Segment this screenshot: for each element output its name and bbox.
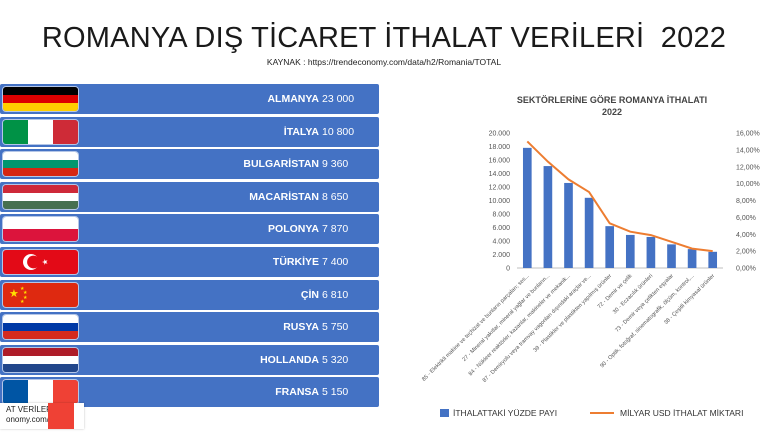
country-row: ★ ★ ★ ★ ★ ÇİN 6 810 <box>0 279 379 310</box>
turkey-flag-icon <box>3 250 78 274</box>
sector-import-chart: SEKTÖRLERİNE GÖRE ROMANYA İTHALATI 2022 0 2… <box>390 85 768 430</box>
netherlands-flag-icon <box>3 347 78 372</box>
y-right-tick-label: 10,00% <box>736 181 760 188</box>
country-name: İTALYA <box>283 125 319 138</box>
legend-bar-swatch <box>440 409 449 417</box>
legend-line-label: MİLYAR USD İTHALAT MİKTARI <box>620 408 743 418</box>
bar <box>625 234 635 268</box>
y-left-tick-label: 16.000 <box>489 158 511 165</box>
y-right-tick-label: 14,00% <box>736 147 760 154</box>
y-right-tick-label: 6,00% <box>736 215 756 222</box>
bar <box>522 147 532 268</box>
x-tick-label: 39 - Plastikler ve plastikten yapılmış ü… <box>533 273 614 354</box>
country-name: RUSYA <box>283 321 319 334</box>
y-left-tick-label: 4.000 <box>492 239 510 246</box>
country-row: FRANSA 5 150 <box>0 377 379 408</box>
chart-title: SEKTÖRLERİNE GÖRE ROMANYA İTHALATI <box>517 95 707 105</box>
y-right-tick-label: 2,00% <box>736 249 756 256</box>
country-row: BULGARİSTAN 9 360 <box>0 149 379 180</box>
bar <box>667 244 676 268</box>
france-flag-icon <box>3 380 78 405</box>
svg-text:★: ★ <box>9 287 19 300</box>
country-value: 9 360 <box>322 158 349 171</box>
poland-flag-icon <box>3 217 78 242</box>
country-value: 7 400 <box>322 256 349 268</box>
y-right-tick-label: 0,00% <box>736 266 756 273</box>
bar <box>687 249 697 268</box>
country-name: BULGARİSTAN <box>243 158 319 171</box>
overlay-text-line2: onomy.com/ <box>6 415 49 424</box>
bar <box>605 226 615 268</box>
germany-flag-icon <box>3 87 78 111</box>
bar <box>708 251 718 268</box>
country-value: 23 000 <box>322 93 355 105</box>
country-name: FRANSA <box>275 386 319 399</box>
country-row: TÜRKİYE 7 400 <box>0 247 379 277</box>
x-tick-label: 30 - Eczacılık ürünleri <box>612 273 654 315</box>
country-name: ÇİN <box>300 288 319 301</box>
china-flag-icon: ★ ★ ★ ★ ★ <box>3 282 78 307</box>
y-left-tick-label: 6.000 <box>492 225 510 232</box>
page-title: ROMANYA DIŞ TİCARET İTHALAT VERİLERİ 202… <box>41 22 727 54</box>
country-row: POLONYA 7 870 <box>0 214 379 245</box>
bar <box>646 236 656 268</box>
y-left-tick-label: 10.000 <box>489 198 511 205</box>
country-row: RUSYA 5 750 <box>0 312 379 343</box>
country-row: ALMANYA 23 000 <box>0 84 379 114</box>
italy-flag-icon <box>3 119 78 144</box>
country-value: 7 870 <box>322 223 349 236</box>
country-value: 5 150 <box>322 386 349 399</box>
country-name: ALMANYA <box>267 93 319 105</box>
country-value: 8 650 <box>322 190 349 203</box>
x-tick-label: 90 - Optik, fotoğraf, sinematografik, öl… <box>599 273 695 369</box>
y-left-tick-label: 14.000 <box>489 171 511 178</box>
y-left-tick-label: 0 <box>506 266 510 273</box>
bar <box>564 182 573 268</box>
y-left-tick-label: 2.000 <box>492 252 510 259</box>
country-name: POLONYA <box>268 223 319 236</box>
y-left-tick-label: 20.000 <box>489 131 511 138</box>
country-name: MACARİSTAN <box>249 190 319 203</box>
country-value: 6 810 <box>322 288 349 301</box>
country-name: TÜRKİYE <box>272 256 319 268</box>
chart-title: 2022 <box>602 107 622 117</box>
hungary-flag-icon <box>3 184 78 209</box>
svg-text:★: ★ <box>20 299 25 305</box>
source-caption: KAYNAK : https://trendeconomy.com/data/h… <box>266 57 502 67</box>
overlay-flag-icon <box>48 403 74 429</box>
country-row: MACARİSTAN 8 650 <box>0 181 379 212</box>
y-right-tick-label: 4,00% <box>736 232 756 239</box>
svg-text:★: ★ <box>23 290 28 296</box>
country-name: HOLLANDA <box>260 353 319 366</box>
russia-flag-icon <box>3 315 78 340</box>
bulgaria-flag-icon <box>3 152 78 177</box>
series-line <box>526 140 713 253</box>
y-right-tick-label: 8,00% <box>736 198 756 205</box>
chart-svg: SEKTÖRLERİNE GÖRE ROMANYA İTHALATI 2022 0 2… <box>421 95 760 418</box>
bar <box>584 197 594 268</box>
legend-bar-label: İTHALATTAKİ YÜZDE PAYI <box>453 408 557 418</box>
country-row: HOLLANDA 5 320 <box>0 344 379 375</box>
bar <box>543 166 553 268</box>
y-right-tick-label: 16,00% <box>736 131 760 138</box>
svg-text:★: ★ <box>23 295 28 301</box>
overlay-text-line1: AT VERİLERİ <box>6 405 55 414</box>
svg-text:★: ★ <box>20 286 25 292</box>
country-value: 10 800 <box>322 125 355 138</box>
country-value: 5 750 <box>322 321 349 334</box>
country-row: İTALYA 10 800 <box>0 116 379 147</box>
country-value: 5 320 <box>322 353 349 366</box>
y-right-tick-label: 12,00% <box>736 164 760 171</box>
y-left-tick-label: 18.000 <box>489 144 511 151</box>
y-left-tick-label: 12.000 <box>489 185 511 192</box>
y-left-tick-label: 8.000 <box>492 212 510 219</box>
